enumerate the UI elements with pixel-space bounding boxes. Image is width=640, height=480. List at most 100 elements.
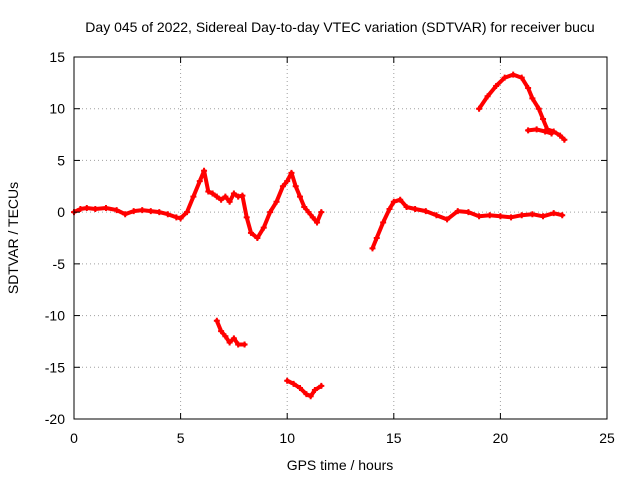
series-low-track-a <box>213 317 248 348</box>
data-point <box>559 212 566 219</box>
data-point <box>307 393 314 400</box>
data-point <box>241 341 248 348</box>
data-point <box>497 213 504 220</box>
data-point <box>164 211 171 218</box>
data-point <box>235 341 242 348</box>
data-point <box>403 203 410 210</box>
data-point <box>77 206 84 213</box>
data-point <box>465 209 472 216</box>
data-point <box>508 214 515 221</box>
data-point <box>183 209 190 216</box>
x-tick-label: 0 <box>70 430 78 446</box>
data-point <box>113 207 120 214</box>
data-point <box>301 203 308 210</box>
data-point <box>296 193 303 200</box>
y-tick-label: 10 <box>49 101 65 117</box>
data-point <box>296 384 303 391</box>
data-point <box>540 116 547 123</box>
x-tick-label: 20 <box>493 430 509 446</box>
data-point <box>130 208 137 215</box>
y-axis-label: SDTVAR / TECUs <box>5 182 21 294</box>
data-point <box>173 214 180 221</box>
data-point <box>247 229 254 236</box>
data-point <box>254 235 261 241</box>
data-point <box>529 95 536 102</box>
data-point <box>284 178 291 185</box>
chart-title: Day 045 of 2022, Sidereal Day-to-day VTE… <box>85 19 594 35</box>
data-point <box>318 209 325 216</box>
data-point <box>226 198 233 205</box>
y-tick-label: -10 <box>45 308 65 324</box>
data-point <box>444 216 451 223</box>
data-point <box>525 85 532 92</box>
data-point <box>177 215 184 222</box>
y-tick-label: -15 <box>45 359 65 375</box>
data-point <box>493 82 500 89</box>
y-tick-label: 0 <box>57 204 65 220</box>
data-point <box>230 335 237 342</box>
x-axis-label: GPS time / hours <box>287 457 394 473</box>
series-main-track-a <box>71 167 325 241</box>
data-point <box>273 198 280 205</box>
plot-frame <box>73 56 608 420</box>
data-point <box>484 93 491 100</box>
data-point <box>226 339 233 346</box>
x-tick-label: 25 <box>599 430 615 446</box>
data-point <box>510 71 517 78</box>
series-upper-tail <box>525 126 555 137</box>
data-point <box>535 105 542 112</box>
data-point <box>529 211 536 218</box>
data-point <box>147 208 154 215</box>
data-point <box>557 132 564 139</box>
data-point <box>518 74 525 81</box>
series-upper-arc <box>476 71 568 143</box>
grid-lines <box>74 57 607 419</box>
data-point <box>422 208 429 215</box>
data-point <box>305 209 312 216</box>
data-point <box>540 213 547 220</box>
x-tick-label: 5 <box>177 430 185 446</box>
series-low-track-b <box>284 377 325 400</box>
data-point <box>102 205 109 212</box>
y-tick-label: 15 <box>49 49 65 65</box>
data-point <box>267 209 274 216</box>
data-point <box>243 214 250 221</box>
data-point <box>230 190 237 197</box>
data-point <box>284 377 291 384</box>
data-point <box>288 169 295 176</box>
data-point <box>311 387 318 394</box>
data-point <box>433 212 440 219</box>
data-point <box>222 333 229 340</box>
data-point <box>218 196 225 203</box>
data-point <box>292 183 299 190</box>
data-point <box>380 219 387 226</box>
data-point <box>501 74 508 81</box>
y-tick-label: -20 <box>45 411 65 427</box>
data-point <box>201 167 208 174</box>
axis-ticks: 0 5 10 15 20 25 -20 -15 -10 -5 0 5 10 15 <box>45 49 615 446</box>
data-point <box>486 212 493 219</box>
data-point <box>386 206 393 213</box>
data-point <box>235 193 242 200</box>
data-point <box>213 317 220 324</box>
data-point <box>318 382 325 389</box>
data-series <box>71 71 568 400</box>
data-point <box>139 207 146 214</box>
series-line <box>370 197 565 251</box>
data-point <box>190 193 197 200</box>
data-point <box>454 208 461 215</box>
data-point <box>260 224 267 231</box>
data-point <box>533 126 540 133</box>
data-point <box>412 206 419 213</box>
data-point <box>390 198 397 205</box>
data-point <box>476 213 483 220</box>
data-point <box>222 193 229 200</box>
data-point <box>314 219 321 226</box>
x-tick-label: 10 <box>279 430 295 446</box>
y-tick-label: -5 <box>53 256 66 272</box>
data-point <box>550 210 557 217</box>
data-point <box>309 214 316 221</box>
data-point <box>279 183 286 190</box>
data-point <box>239 192 246 199</box>
y-tick-label: 5 <box>57 152 65 168</box>
